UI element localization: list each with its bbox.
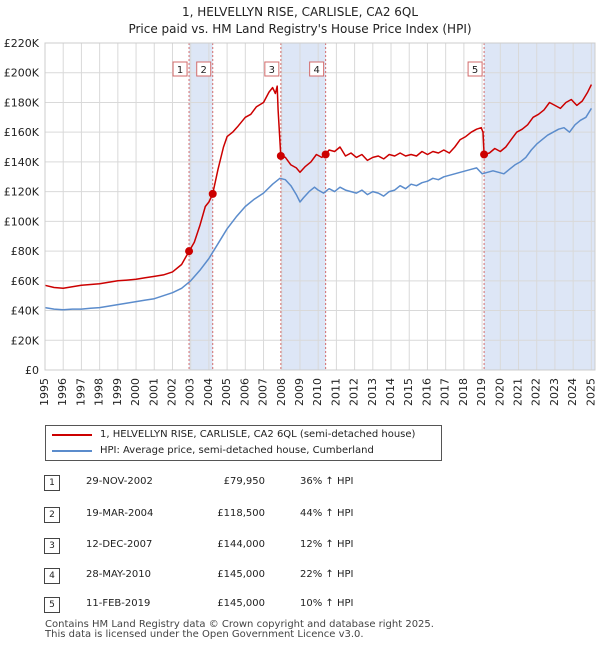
sale-label: 3 [269, 65, 275, 76]
transaction-number: 3 [44, 538, 60, 554]
x-tick-label: 2014 [384, 378, 397, 406]
y-tick-label: £0 [25, 364, 39, 377]
sale-point [321, 150, 330, 159]
sale-label: 1 [177, 65, 183, 76]
x-tick-label: 1998 [93, 378, 106, 406]
sale-point [208, 189, 217, 198]
transaction-price: £79,950 [223, 476, 265, 487]
chart-subtitle: Price paid vs. HM Land Registry's House … [128, 22, 471, 36]
x-tick-label: 2022 [530, 378, 543, 406]
transaction-date: 29-NOV-2002 [86, 476, 153, 487]
sale-label-box [467, 61, 483, 77]
x-tick-label: 2011 [329, 378, 342, 406]
x-tick-label: 2009 [293, 378, 306, 406]
x-tick-label: 2019 [475, 378, 488, 406]
y-tick-label: £60K [11, 275, 40, 288]
x-tick-label: 2007 [257, 378, 270, 406]
sale-label-box [264, 61, 280, 77]
x-tick-label: 2024 [566, 378, 579, 406]
y-tick-label: £160K [4, 126, 40, 139]
x-tick-label: 1995 [38, 378, 51, 406]
shaded-band [280, 43, 326, 370]
footer-licence: This data is licensed under the Open Gov… [45, 629, 364, 640]
x-tick-label: 2003 [184, 378, 197, 406]
x-tick-label: 2010 [311, 378, 324, 406]
transaction-hpi: 44% ↑ HPI [300, 508, 354, 519]
x-tick-label: 2000 [129, 378, 142, 406]
transaction-number: 5 [44, 597, 60, 613]
y-tick-label: £80K [11, 245, 40, 258]
legend-label-property: 1, HELVELLYN RISE, CARLISLE, CA2 6QL (se… [100, 429, 416, 440]
x-tick-label: 2005 [220, 378, 233, 406]
sale-point [185, 247, 194, 256]
plot-frame [44, 42, 596, 371]
y-tick-label: £200K [4, 67, 40, 80]
transaction-date: 12-DEC-2007 [86, 539, 153, 550]
transaction-hpi: 36% ↑ HPI [300, 476, 354, 487]
sale-label: 2 [201, 65, 207, 76]
transaction-date: 11-FEB-2019 [86, 598, 151, 609]
x-tick-label: 2023 [548, 378, 561, 406]
x-tick-label: 2020 [493, 378, 506, 406]
footer-copyright: Contains HM Land Registry data © Crown c… [45, 619, 434, 630]
x-tick-label: 1996 [56, 378, 69, 406]
transaction-price: £145,000 [217, 569, 265, 580]
y-tick-label: £180K [4, 96, 40, 109]
x-tick-label: 2015 [402, 378, 415, 406]
shaded-band [189, 43, 213, 370]
x-tick-label: 1997 [74, 378, 87, 406]
x-tick-label: 2018 [457, 378, 470, 406]
y-tick-label: £40K [11, 305, 40, 318]
transaction-number: 1 [44, 475, 60, 491]
x-tick-label: 2004 [202, 378, 215, 406]
transaction-date: 19-MAR-2004 [86, 508, 154, 519]
transaction-date: 28-MAY-2010 [86, 569, 152, 580]
x-tick-label: 2017 [439, 378, 452, 406]
shaded-band [484, 43, 595, 370]
transaction-hpi: 10% ↑ HPI [300, 598, 354, 609]
transaction-price: £145,000 [217, 598, 265, 609]
legend-swatch-property [52, 434, 92, 436]
sale-label: 5 [472, 65, 478, 76]
y-tick-label: £100K [4, 215, 40, 228]
transaction-price: £144,000 [217, 539, 265, 550]
transaction-hpi: 22% ↑ HPI [300, 569, 354, 580]
footer: Contains HM Land Registry data © Crown c… [45, 620, 434, 640]
legend-label-hpi: HPI: Average price, semi-detached house,… [100, 445, 374, 456]
price-chart: 1, HELVELLYN RISE, CARLISLE, CA2 6QL Pri… [4, 5, 598, 406]
sale-point [276, 151, 285, 160]
legend-swatch-hpi [52, 450, 92, 452]
sale-label: 4 [313, 65, 319, 76]
x-tick-label: 2021 [512, 378, 525, 406]
sale-label-box [172, 61, 188, 77]
sale-label-box [309, 61, 325, 77]
chart-title: 1, HELVELLYN RISE, CARLISLE, CA2 6QL [182, 5, 418, 19]
sale-label-box [196, 61, 212, 77]
x-tick-label: 2008 [275, 378, 288, 406]
y-tick-label: £140K [4, 156, 40, 169]
transaction-number: 4 [44, 568, 60, 584]
x-tick-label: 2001 [147, 378, 160, 406]
x-tick-label: 2006 [238, 378, 251, 406]
transaction-price: £118,500 [217, 508, 265, 519]
y-tick-label: £220K [4, 37, 40, 50]
x-tick-label: 2013 [366, 378, 379, 406]
y-tick-label: £20K [11, 334, 40, 347]
x-tick-label: 2002 [165, 378, 178, 406]
x-tick-label: 2016 [420, 378, 433, 406]
transaction-hpi: 12% ↑ HPI [300, 539, 354, 550]
sale-point [480, 150, 489, 159]
legend: 1, HELVELLYN RISE, CARLISLE, CA2 6QL (se… [45, 425, 442, 461]
y-tick-label: £120K [4, 186, 40, 199]
hpi-line [44, 108, 593, 311]
x-tick-label: 2012 [348, 378, 361, 406]
x-tick-label: 1999 [111, 378, 124, 406]
x-tick-label: 2025 [584, 378, 597, 406]
transaction-number: 2 [44, 507, 60, 523]
